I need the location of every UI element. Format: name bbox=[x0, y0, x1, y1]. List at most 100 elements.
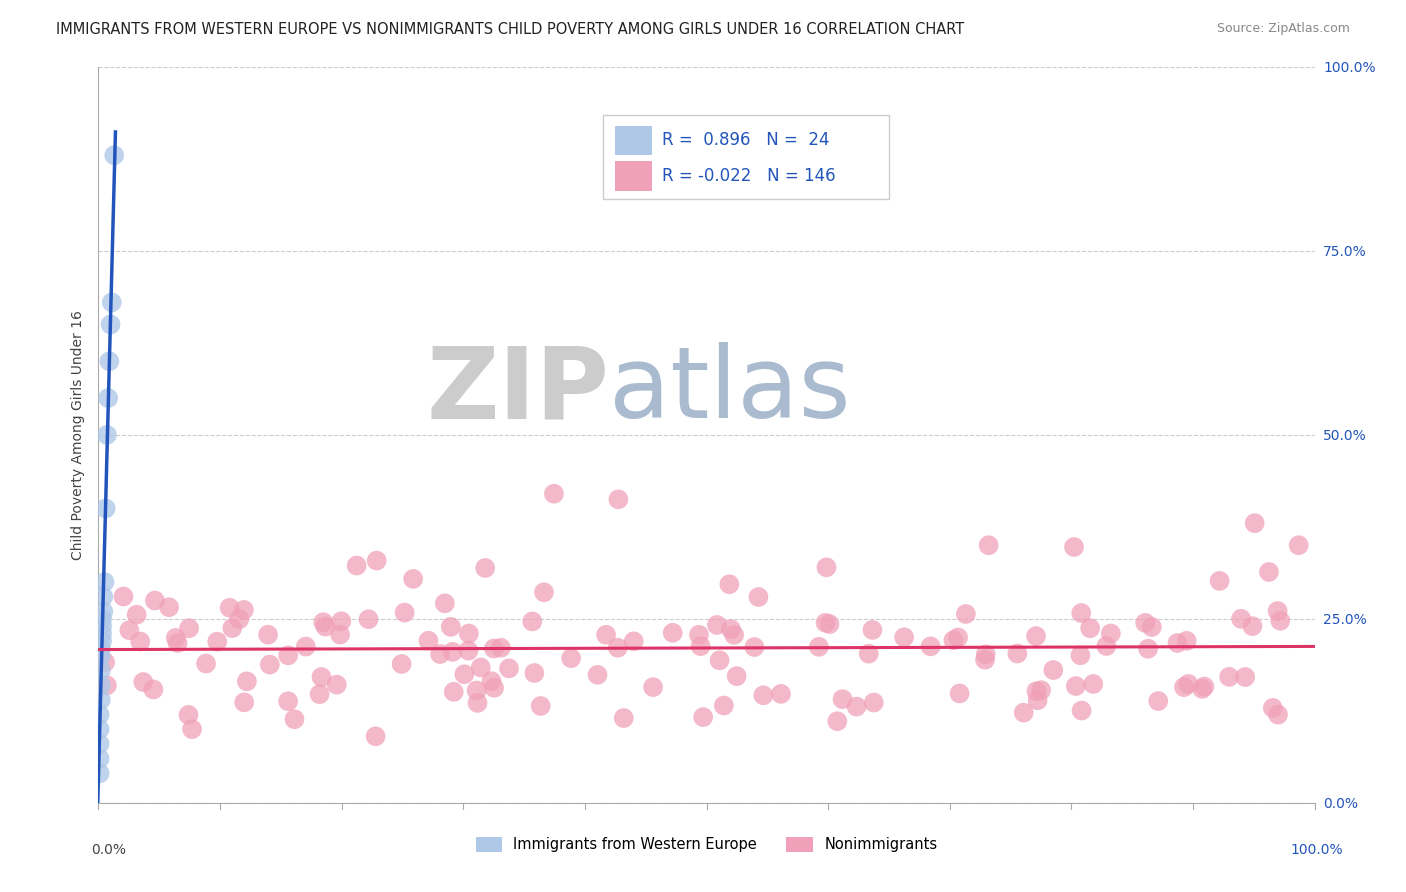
Point bbox=[283, 712, 305, 726]
Point bbox=[308, 687, 330, 701]
Text: Source: ZipAtlas.com: Source: ZipAtlas.com bbox=[1216, 22, 1350, 36]
Point bbox=[91, 590, 114, 604]
Point bbox=[1042, 663, 1064, 677]
Point bbox=[467, 696, 489, 710]
Point bbox=[236, 674, 259, 689]
Point bbox=[366, 553, 388, 567]
Text: IMMIGRANTS FROM WESTERN EUROPE VS NONIMMIGRANTS CHILD POVERTY AMONG GIRLS UNDER : IMMIGRANTS FROM WESTERN EUROPE VS NONIMM… bbox=[56, 22, 965, 37]
Point bbox=[311, 670, 333, 684]
Point bbox=[1095, 639, 1118, 653]
Point bbox=[465, 683, 488, 698]
Point bbox=[91, 626, 114, 640]
Point bbox=[89, 723, 111, 737]
Point bbox=[1137, 641, 1160, 656]
Point bbox=[1267, 604, 1289, 618]
Point bbox=[1234, 670, 1257, 684]
FancyBboxPatch shape bbox=[603, 115, 889, 200]
Point bbox=[522, 615, 544, 629]
Point bbox=[1083, 677, 1105, 691]
Text: R = -0.022   N = 146: R = -0.022 N = 146 bbox=[661, 167, 835, 185]
Point bbox=[177, 707, 200, 722]
Point bbox=[470, 660, 492, 674]
Point bbox=[1078, 621, 1101, 635]
Point bbox=[893, 630, 915, 644]
Point bbox=[314, 619, 336, 633]
Point bbox=[845, 699, 868, 714]
Point bbox=[221, 621, 243, 635]
Point bbox=[523, 665, 546, 680]
Point bbox=[815, 560, 838, 574]
Point bbox=[1173, 680, 1195, 694]
FancyBboxPatch shape bbox=[616, 161, 652, 191]
Point bbox=[218, 600, 240, 615]
Point bbox=[205, 634, 228, 648]
Point bbox=[96, 678, 118, 692]
Point bbox=[177, 621, 200, 635]
Point bbox=[90, 648, 112, 663]
Point bbox=[1218, 670, 1240, 684]
Point bbox=[90, 678, 112, 692]
Point bbox=[489, 640, 512, 655]
Point bbox=[295, 640, 318, 654]
Point bbox=[166, 636, 188, 650]
Point bbox=[89, 766, 111, 780]
Point bbox=[93, 575, 115, 590]
Point bbox=[1166, 636, 1188, 650]
Point bbox=[96, 427, 118, 442]
Point bbox=[112, 590, 135, 604]
Point bbox=[429, 647, 451, 661]
Point bbox=[807, 640, 830, 654]
Point bbox=[91, 612, 114, 626]
Point bbox=[443, 685, 465, 699]
Point bbox=[706, 618, 728, 632]
Point bbox=[747, 590, 769, 604]
Point bbox=[129, 634, 152, 648]
Point bbox=[613, 711, 636, 725]
Point bbox=[394, 606, 416, 620]
Point bbox=[1135, 615, 1157, 630]
Point bbox=[181, 722, 204, 736]
Point bbox=[329, 627, 352, 641]
Point bbox=[1069, 648, 1091, 663]
Point bbox=[91, 633, 114, 648]
Point bbox=[1026, 693, 1049, 707]
Text: ZIP: ZIP bbox=[426, 343, 609, 439]
Legend: Immigrants from Western Europe, Nonimmigrants: Immigrants from Western Europe, Nonimmig… bbox=[470, 831, 943, 858]
Point bbox=[595, 628, 617, 642]
Point bbox=[474, 561, 496, 575]
Point bbox=[1194, 680, 1216, 694]
Point bbox=[89, 737, 111, 751]
Point bbox=[98, 354, 121, 368]
Point bbox=[1064, 679, 1087, 693]
Point bbox=[391, 657, 413, 671]
Point bbox=[498, 661, 520, 675]
Point bbox=[1099, 626, 1122, 640]
Point bbox=[90, 664, 112, 678]
Point bbox=[818, 617, 841, 632]
Point bbox=[118, 624, 141, 638]
Point bbox=[326, 678, 349, 692]
Point bbox=[530, 698, 553, 713]
Point bbox=[623, 634, 645, 648]
Text: 100.0%: 100.0% bbox=[1291, 843, 1343, 857]
Point bbox=[402, 572, 425, 586]
Point bbox=[103, 148, 125, 162]
Point bbox=[457, 626, 479, 640]
Text: R =  0.896   N =  24: R = 0.896 N = 24 bbox=[661, 131, 830, 150]
Point bbox=[94, 655, 117, 669]
Point bbox=[1029, 683, 1052, 698]
Point bbox=[1288, 538, 1310, 552]
Point bbox=[457, 643, 479, 657]
Point bbox=[643, 680, 665, 694]
Point bbox=[718, 577, 741, 591]
Point bbox=[1208, 574, 1230, 588]
Point bbox=[232, 603, 254, 617]
Point bbox=[586, 668, 609, 682]
Point bbox=[709, 653, 731, 667]
Point bbox=[974, 648, 997, 662]
Point bbox=[312, 615, 335, 630]
Point bbox=[90, 692, 112, 706]
Point bbox=[482, 641, 505, 656]
Point bbox=[607, 492, 630, 507]
FancyBboxPatch shape bbox=[616, 126, 652, 155]
